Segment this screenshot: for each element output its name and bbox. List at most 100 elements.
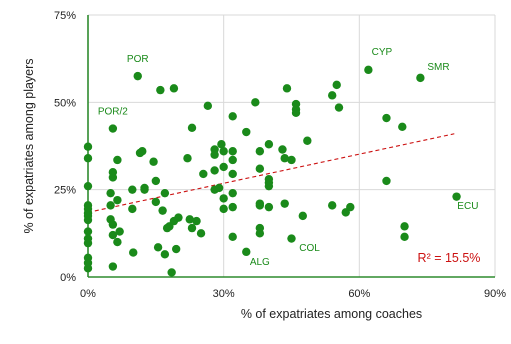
data-point (328, 91, 337, 100)
data-point (303, 136, 312, 145)
point-label: POR (127, 54, 149, 65)
data-point (400, 232, 409, 242)
data-point (282, 84, 292, 93)
data-point (196, 229, 206, 238)
point-label: POR/2 (98, 107, 128, 118)
data-point (287, 155, 296, 165)
data-point (129, 248, 138, 257)
y-tick-label: 75% (54, 10, 76, 22)
data-point (280, 154, 289, 163)
data-point (133, 71, 142, 81)
data-point (83, 154, 93, 163)
data-point (106, 201, 115, 210)
data-point (228, 202, 237, 212)
point-label: COL (299, 243, 320, 254)
data-point (108, 230, 118, 240)
data-point (167, 268, 176, 277)
data-point (108, 220, 118, 229)
data-point (158, 206, 167, 215)
data-point (203, 101, 213, 111)
data-point (153, 243, 163, 252)
data-point (219, 147, 228, 156)
data-point (83, 215, 93, 225)
data-point (83, 181, 93, 191)
data-point (156, 85, 165, 95)
x-tick-label: 90% (484, 288, 506, 300)
data-point (214, 183, 224, 193)
data-point (83, 227, 93, 236)
data-point (278, 145, 287, 154)
y-tick-label: 25% (54, 185, 76, 197)
tick-labels: 0% 30% 60% 90% 0% 25% 50% 75% (54, 10, 506, 300)
point-label: ECU (457, 201, 478, 212)
data-point (382, 113, 391, 123)
data-point (174, 213, 183, 222)
data-point (228, 112, 237, 121)
data-point (228, 232, 237, 242)
data-point (128, 204, 137, 214)
y-axis-title: % of expatriates among players (22, 58, 36, 233)
r-squared-label: R² = 15.5% (418, 251, 481, 265)
data-point (364, 65, 373, 75)
data-point (108, 124, 118, 133)
data-point (228, 188, 237, 198)
data-point (298, 211, 308, 221)
x-axis-title: % of expatriates among coaches (241, 307, 422, 321)
data-point (171, 244, 181, 254)
data-point (187, 223, 197, 233)
data-point (183, 154, 192, 163)
data-point (264, 202, 274, 212)
data-point (138, 147, 147, 156)
data-point (169, 84, 179, 93)
data-point (291, 108, 301, 118)
data-point (113, 195, 122, 205)
data-point (228, 169, 237, 179)
data-point (192, 216, 201, 226)
data-point (160, 250, 170, 259)
data-point (199, 169, 208, 179)
data-point (83, 264, 93, 273)
data-point (149, 157, 158, 166)
point-label: CYP (372, 47, 393, 58)
data-point (328, 201, 337, 210)
data-point (217, 140, 226, 149)
data-point (128, 185, 137, 194)
data-point (332, 80, 341, 90)
x-tick-label: 0% (80, 288, 96, 300)
y-tick-label: 0% (60, 272, 76, 284)
data-point (264, 181, 274, 191)
data-point (255, 147, 265, 156)
data-point (255, 229, 265, 238)
data-point (255, 201, 265, 210)
gridlines (88, 14, 496, 277)
data-point (251, 98, 260, 107)
data-point (210, 150, 219, 159)
data-point (416, 73, 425, 83)
data-point (151, 197, 161, 207)
data-point (228, 155, 237, 165)
data-point (242, 247, 251, 257)
data-point (108, 262, 118, 271)
data-point (160, 188, 170, 198)
x-tick-label: 60% (348, 288, 370, 300)
data-point (219, 162, 228, 172)
data-point (242, 127, 251, 137)
data-point (400, 222, 409, 231)
data-point (219, 194, 228, 203)
data-point (210, 166, 219, 175)
data-point (106, 188, 115, 198)
data-point (334, 103, 344, 112)
data-point (113, 237, 122, 247)
data-point (219, 204, 228, 214)
data-point (280, 199, 289, 208)
x-tick-label: 30% (213, 288, 235, 300)
point-label: SMR (427, 62, 449, 73)
data-point (108, 173, 118, 182)
data-point (346, 202, 355, 212)
data-point (255, 164, 265, 173)
data-point (452, 192, 461, 201)
point-label: ALG (250, 257, 270, 268)
data-point (115, 227, 124, 236)
data-point (113, 155, 122, 165)
